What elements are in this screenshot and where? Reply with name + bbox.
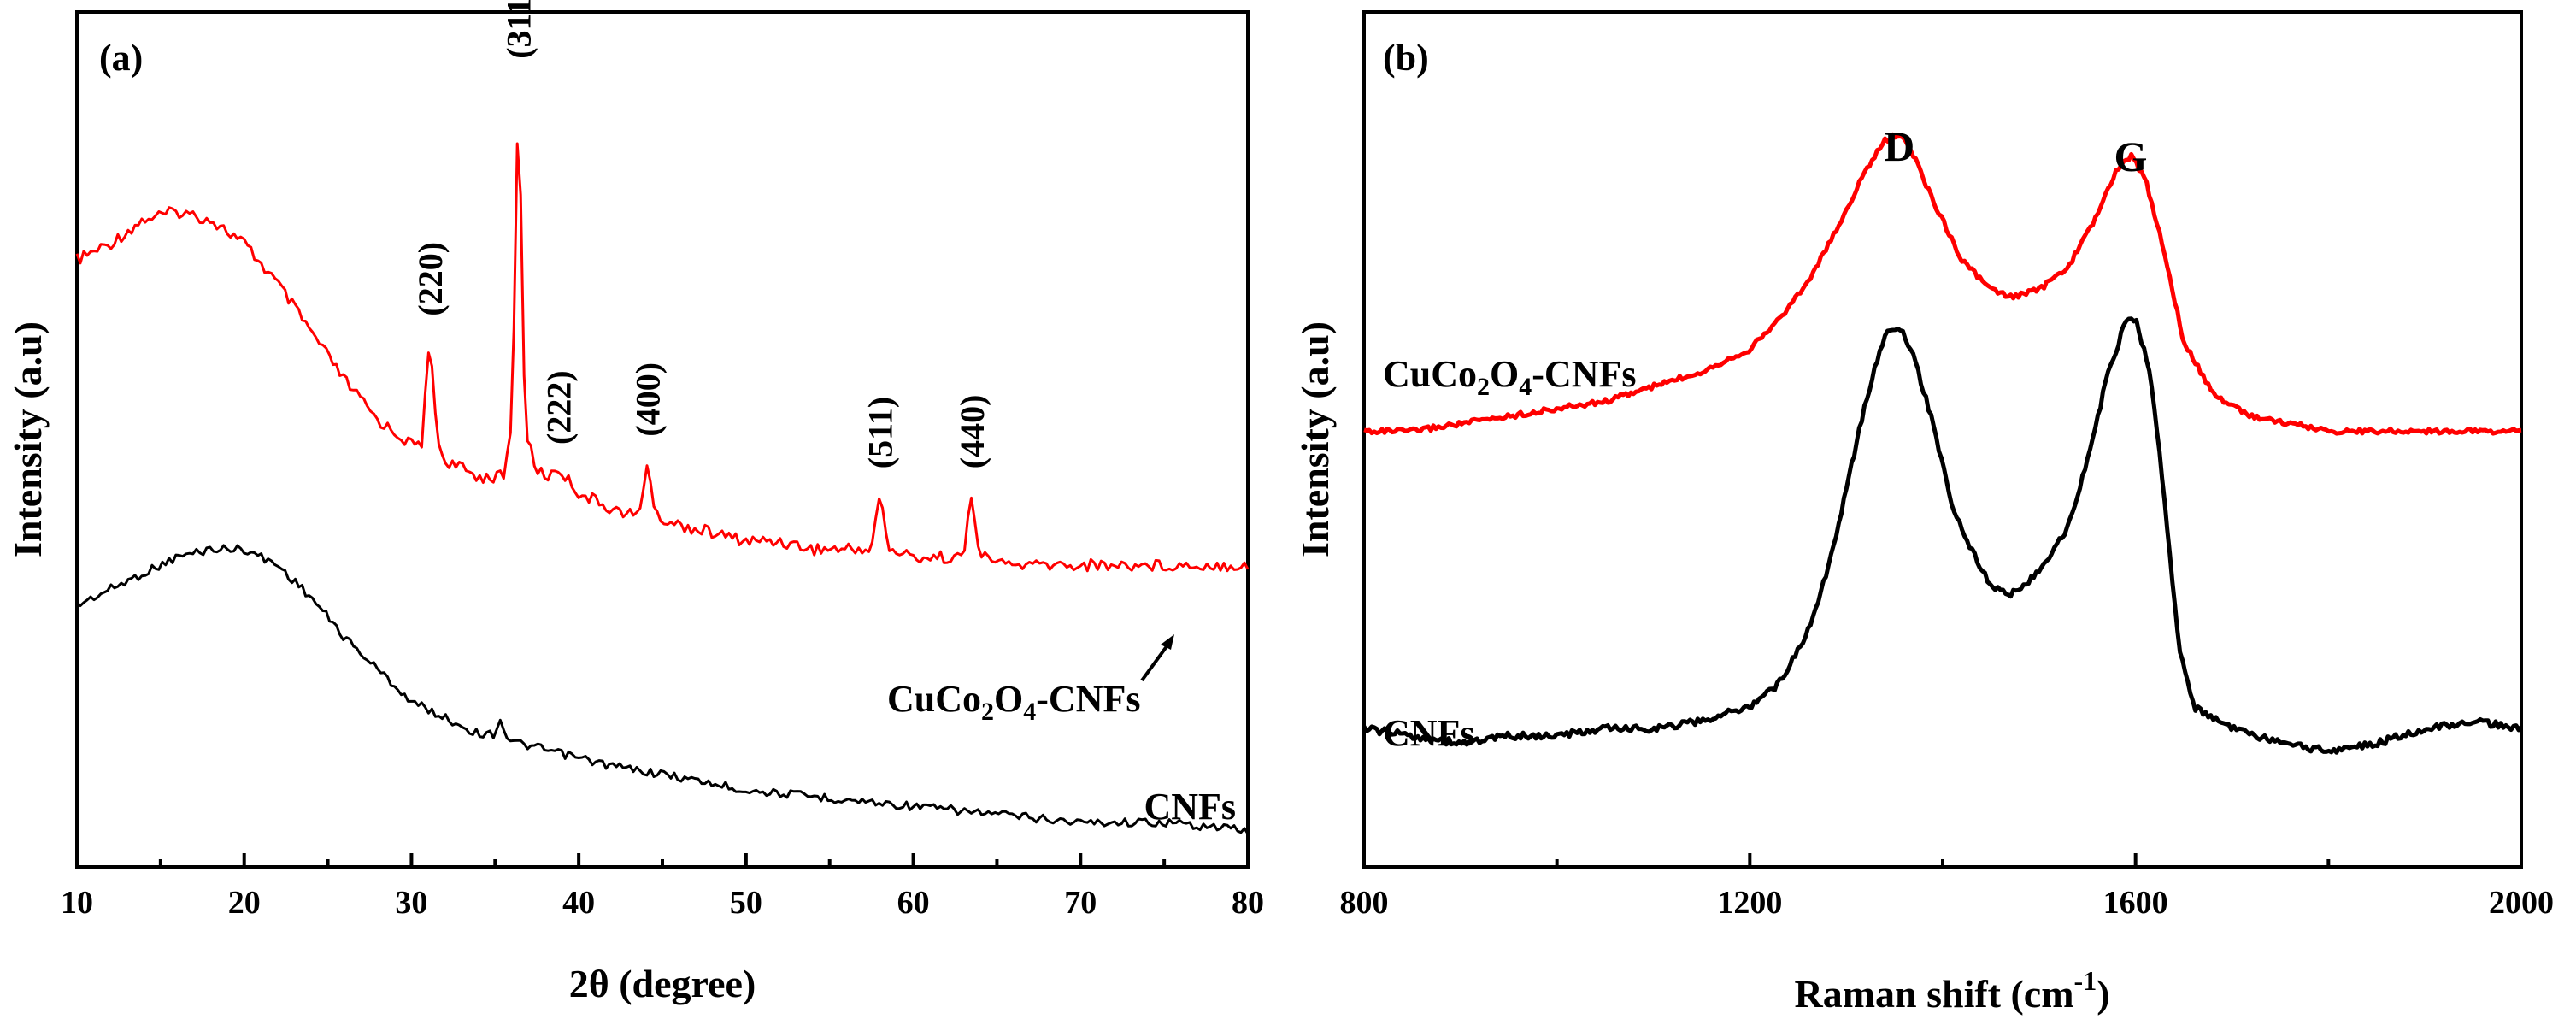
- panel-a-peak-label: (311): [500, 0, 538, 59]
- panel-a-x-tick-label: 10: [61, 885, 93, 921]
- panel-b-legend-cnfs: CNFs: [1383, 712, 1475, 754]
- panel-b-band-label-d: D: [1884, 122, 1914, 170]
- panel-b-x-axis: 800 1200 1600 2000: [1340, 853, 2554, 921]
- panel-a-x-axis: 10 20 30 40 50 60 70 80: [61, 853, 1264, 921]
- panel-a-x-tick-label: 60: [897, 885, 930, 921]
- panel-a-tag: (a): [99, 37, 143, 79]
- panel-a-plot-frame: [75, 10, 1250, 869]
- panel-a-legend-cuco2o4-cnfs: CuCo2O4-CNFs: [887, 678, 1140, 726]
- panel-a-x-axis-title: 2θ (degree): [569, 962, 756, 1005]
- panel-b-tag: (b): [1383, 37, 1429, 79]
- panel-a-xrd-chart: 10 20 30 40 50 60 70 80 (220) (311) (222) (400) (51…: [6, 0, 1264, 1005]
- panel-a-x-tick-label: 20: [228, 885, 261, 921]
- panel-b-x-axis-title: Raman shift (cm-1): [1794, 965, 2109, 1016]
- panel-b-x-tick-label: 2000: [2489, 885, 2554, 921]
- panel-b-series-group: [1362, 132, 2523, 755]
- panel-a-legend-arrow-line: [1140, 641, 1171, 682]
- panel-a-series-cuco2o4-cnfs-line: [75, 142, 1250, 573]
- panel-b-series-cnfs-line: [1362, 316, 2523, 755]
- panel-a-peak-labels: (220) (311) (222) (400) (511) (440): [411, 0, 991, 468]
- panel-a-y-axis-title: Intensity (a.u): [6, 321, 50, 557]
- panel-a-peak-label: (222): [540, 370, 579, 445]
- panel-a-legend-arrowhead: [1161, 634, 1174, 650]
- panel-a-peak-label: (220): [411, 242, 450, 316]
- panel-a-peak-label: (400): [628, 362, 667, 437]
- panel-a-x-tick-label: 80: [1232, 885, 1264, 921]
- panel-b-series-cuco2o4-cnfs-line: [1363, 132, 2522, 436]
- panel-a-legend-cnfs: CNFs: [1144, 786, 1236, 828]
- panel-a-series-group: [75, 142, 1250, 835]
- panel-a-x-tick-label: 40: [562, 885, 595, 921]
- panel-b-y-axis-title: Intensity (a.u): [1293, 321, 1337, 557]
- panel-a-x-tick-label: 50: [730, 885, 762, 921]
- panel-b-band-label-g: G: [2114, 133, 2148, 180]
- panel-a-peak-label: (511): [861, 397, 899, 468]
- panel-b-x-tick-label: 1600: [2103, 885, 2168, 921]
- panel-b-x-tick-label: 800: [1340, 885, 1389, 921]
- panel-b-legend-cuco2o4-cnfs: CuCo2O4-CNFs: [1383, 353, 1636, 401]
- panel-b-x-tick-label: 1200: [1717, 885, 1782, 921]
- panel-a-series-cnfs-line: [75, 544, 1250, 835]
- panel-a-x-tick-label: 70: [1064, 885, 1097, 921]
- panel-a-x-tick-label: 30: [395, 885, 427, 921]
- panel-a-peak-label: (440): [953, 395, 991, 469]
